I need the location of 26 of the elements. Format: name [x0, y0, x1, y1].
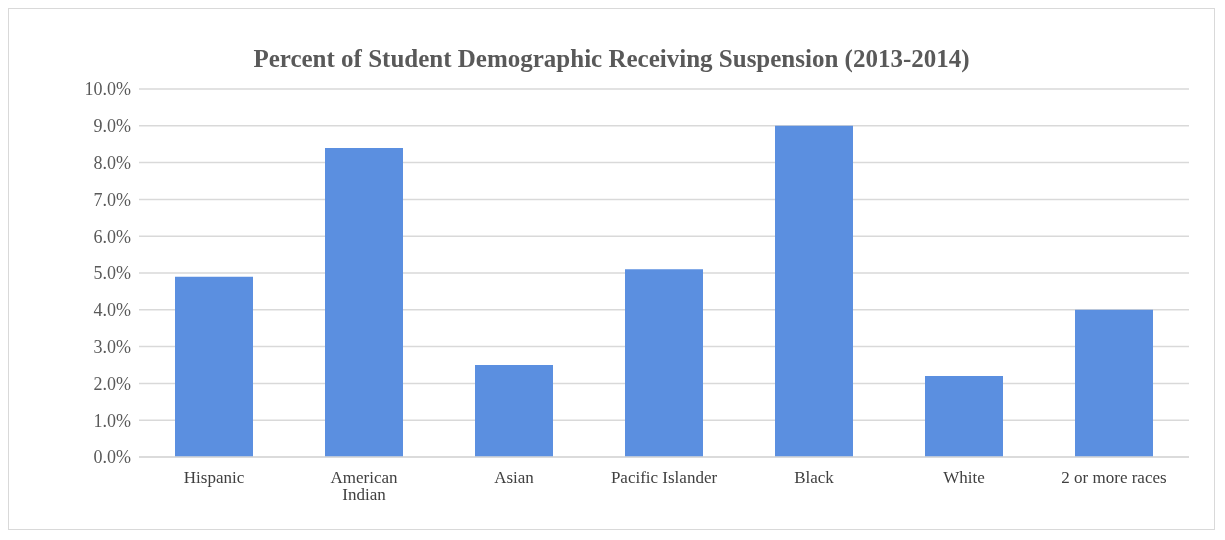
x-tick-label: Hispanic	[183, 468, 245, 488]
bar	[475, 365, 553, 457]
bar	[925, 376, 1003, 457]
chart-title: Percent of Student Demographic Receiving Suspension (2013-2014)	[252, 44, 971, 73]
y-tick-label: 7.0%	[93, 189, 131, 210]
x-tick-label: White	[943, 468, 985, 488]
y-tick-label: 2.0%	[93, 373, 131, 394]
y-tick-label: 5.0%	[93, 263, 131, 284]
y-tick-label: 8.0%	[93, 152, 131, 173]
y-tick-label: 1.0%	[93, 410, 131, 431]
bar	[625, 269, 703, 457]
bar	[325, 147, 403, 457]
y-tick-label: 6.0%	[93, 226, 131, 247]
y-tick-label: 4.0%	[93, 300, 131, 321]
bar	[175, 276, 253, 457]
y-tick-label: 9.0%	[93, 116, 131, 137]
bar	[775, 125, 853, 457]
x-tick-label: American Indian	[330, 468, 398, 505]
x-tick-label: Asian	[494, 468, 535, 488]
x-tick-label: 2 or more races	[1061, 468, 1167, 488]
y-tick-label: 0.0%	[93, 447, 131, 468]
x-tick-label: Black	[794, 468, 835, 488]
y-tick-label: 10.0%	[84, 79, 131, 100]
y-tick-label: 3.0%	[93, 336, 131, 357]
bar	[1075, 309, 1153, 457]
x-tick-label: Pacific Islander	[610, 468, 718, 488]
